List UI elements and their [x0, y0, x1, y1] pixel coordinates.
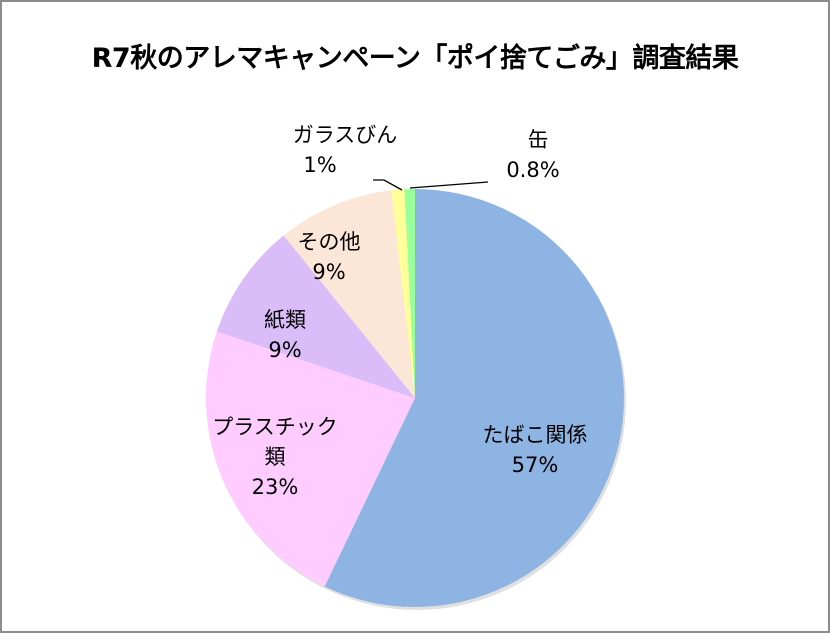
- label-other-pct: 9%: [312, 260, 346, 284]
- label-paper-pct: 9%: [268, 338, 302, 362]
- label-other-name: その他: [297, 230, 361, 254]
- label-tobacco-pct: 57%: [511, 453, 559, 477]
- leader-line-glass: [373, 179, 403, 191]
- label-glass-name: ガラスびん: [292, 123, 398, 147]
- label-plastic-name1: プラスチック: [212, 415, 338, 439]
- leader-line-can: [409, 181, 489, 189]
- pie-slice-2: [216, 235, 415, 398]
- pie-slice-4: [391, 189, 415, 398]
- label-can: 缶 0.8%: [488, 125, 578, 185]
- label-can-name: 缶: [527, 128, 549, 152]
- pie-slice-3: [283, 190, 415, 398]
- pie-slice-5: [404, 189, 415, 398]
- pie-slices: [205, 189, 626, 610]
- pie-slice-1: [205, 331, 415, 587]
- label-other: その他 9%: [284, 227, 374, 287]
- label-tobacco: たばこ関係 57%: [470, 420, 600, 480]
- chart-title: R7秋のアレマキャンペーン「ポイ捨てごみ」調査結果: [91, 43, 739, 74]
- label-tobacco-name: たばこ関係: [482, 423, 588, 447]
- label-plastic-pct: 23%: [251, 475, 299, 499]
- label-glass-pct: 1%: [303, 153, 337, 177]
- label-glass: ガラスびん 1%: [280, 120, 410, 180]
- label-paper-name: 紙類: [264, 308, 306, 332]
- label-plastic-name2: 類: [264, 445, 286, 469]
- label-can-pct: 0.8%: [506, 158, 560, 182]
- label-plastic: プラスチック 類 23%: [200, 412, 350, 502]
- label-paper: 紙類 9%: [250, 305, 320, 365]
- pie-slice-0: [324, 189, 624, 608]
